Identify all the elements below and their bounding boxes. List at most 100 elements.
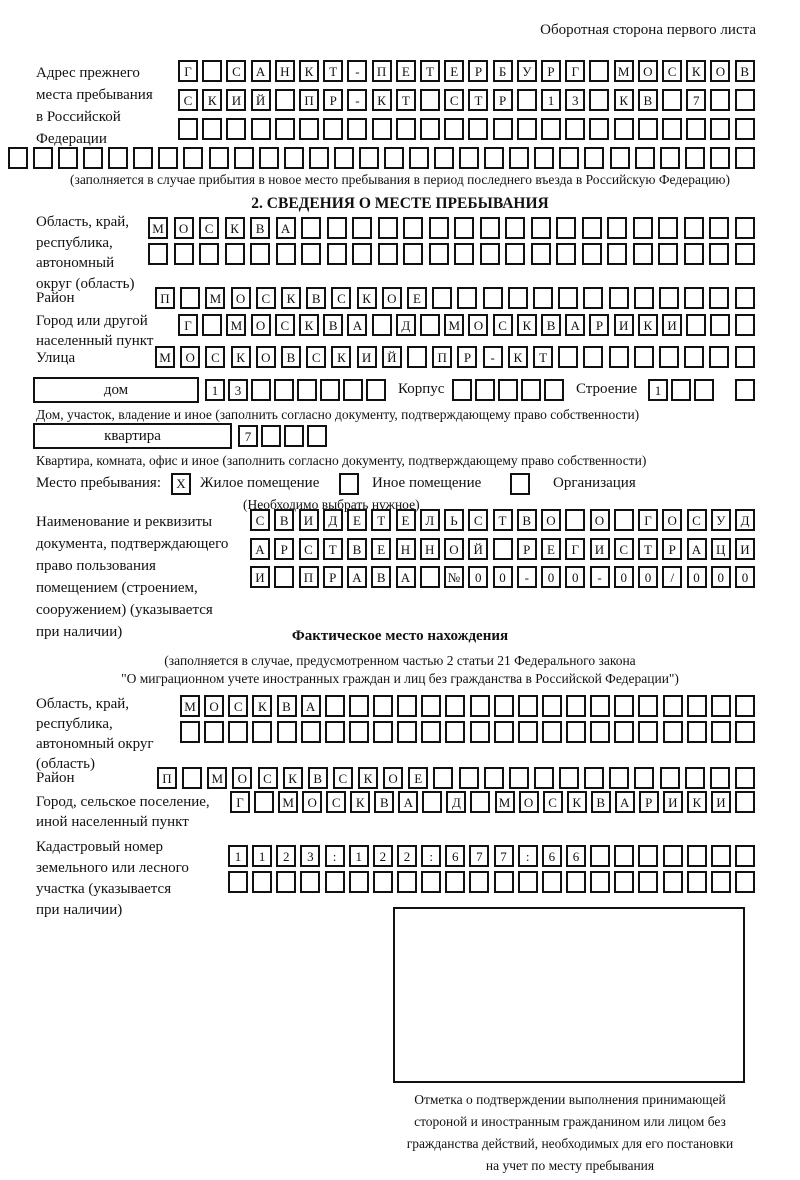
char-cell[interactable]	[584, 147, 605, 169]
char-cell[interactable]	[274, 89, 295, 111]
char-cell[interactable]: С	[228, 695, 249, 717]
char-cell[interactable]	[683, 243, 704, 265]
char-cell[interactable]	[492, 538, 513, 560]
char-cell[interactable]	[662, 845, 683, 867]
char-cell[interactable]: К	[358, 767, 378, 789]
char-cell[interactable]	[662, 721, 683, 743]
char-cell[interactable]: А	[250, 60, 271, 82]
char-cell[interactable]	[284, 425, 304, 447]
char-cell[interactable]: Т	[322, 538, 343, 560]
char-cell[interactable]	[226, 118, 247, 140]
char-cell[interactable]	[614, 845, 635, 867]
char-cell[interactable]	[735, 379, 755, 401]
char-cell[interactable]	[634, 767, 655, 789]
char-cell[interactable]: О	[232, 767, 253, 789]
char-cell[interactable]	[274, 118, 295, 140]
char-cell[interactable]: Т	[638, 538, 658, 560]
char-cell[interactable]	[276, 721, 297, 743]
char-cell[interactable]	[422, 791, 443, 813]
char-cell[interactable]	[421, 871, 442, 893]
char-cell[interactable]: П	[298, 566, 319, 588]
char-cell[interactable]: 0	[710, 566, 731, 588]
char-cell[interactable]: Е	[407, 287, 428, 309]
char-cell[interactable]	[377, 217, 398, 239]
char-cell[interactable]: П	[299, 89, 320, 111]
char-cell[interactable]	[633, 346, 654, 368]
char-cell[interactable]: Г	[230, 791, 250, 813]
char-cell[interactable]: А	[275, 217, 296, 239]
char-cell[interactable]	[734, 89, 755, 111]
char-cell[interactable]: С	[205, 346, 226, 368]
char-cell[interactable]: И	[613, 314, 634, 336]
char-cell[interactable]	[684, 287, 705, 309]
char-cell[interactable]: 1	[648, 379, 668, 401]
char-cell[interactable]	[371, 314, 392, 336]
char-cell[interactable]	[395, 118, 416, 140]
char-cell[interactable]	[301, 217, 322, 239]
char-cell[interactable]: О	[589, 509, 610, 531]
char-cell[interactable]: 2	[396, 845, 417, 867]
char-cell[interactable]	[421, 695, 442, 717]
char-cell[interactable]	[275, 243, 296, 265]
char-cell[interactable]: 0	[686, 566, 707, 588]
char-cell[interactable]: 1	[252, 845, 273, 867]
char-cell[interactable]	[420, 118, 441, 140]
char-cell[interactable]	[709, 147, 730, 169]
char-cell[interactable]	[493, 721, 514, 743]
char-cell[interactable]: А	[250, 538, 270, 560]
char-cell[interactable]: К	[252, 695, 273, 717]
char-cell[interactable]	[324, 871, 345, 893]
char-cell[interactable]	[614, 721, 635, 743]
char-cell[interactable]	[583, 287, 604, 309]
char-cell[interactable]	[530, 243, 551, 265]
char-cell[interactable]: В	[374, 791, 395, 813]
char-cell[interactable]	[734, 721, 755, 743]
char-cell[interactable]: 0	[492, 566, 513, 588]
char-cell[interactable]	[148, 243, 168, 265]
char-cell[interactable]: С	[686, 509, 707, 531]
char-cell[interactable]: М	[148, 217, 168, 239]
char-cell[interactable]: 0	[638, 566, 658, 588]
char-cell[interactable]	[469, 721, 490, 743]
char-cell[interactable]	[445, 871, 466, 893]
char-cell[interactable]: И	[356, 346, 377, 368]
char-cell[interactable]: Г	[565, 60, 586, 82]
char-cell[interactable]: К	[507, 346, 528, 368]
char-cell[interactable]: К	[371, 89, 392, 111]
char-cell[interactable]	[274, 566, 295, 588]
char-cell[interactable]	[421, 721, 442, 743]
char-cell[interactable]: И	[589, 538, 610, 560]
char-cell[interactable]	[252, 871, 273, 893]
char-cell[interactable]	[710, 721, 731, 743]
char-cell[interactable]: С	[306, 346, 327, 368]
char-cell[interactable]	[658, 243, 679, 265]
char-cell[interactable]	[482, 287, 503, 309]
char-cell[interactable]	[686, 871, 707, 893]
char-cell[interactable]	[734, 695, 755, 717]
char-cell[interactable]: П	[432, 346, 453, 368]
char-cell[interactable]: 7	[238, 425, 258, 447]
char-cell[interactable]	[300, 721, 321, 743]
char-cell[interactable]: С	[226, 60, 247, 82]
char-cell[interactable]	[301, 243, 322, 265]
char-cell[interactable]: О	[255, 346, 276, 368]
char-cell[interactable]: Д	[446, 791, 467, 813]
char-cell[interactable]: Е	[395, 60, 416, 82]
char-cell[interactable]	[541, 871, 562, 893]
char-cell[interactable]: Г	[565, 538, 586, 560]
char-cell[interactable]: А	[398, 791, 419, 813]
char-cell[interactable]	[252, 721, 273, 743]
residence-checkbox-zhiloe[interactable]: X	[171, 473, 191, 495]
char-cell[interactable]	[208, 147, 229, 169]
char-cell[interactable]	[684, 346, 705, 368]
char-cell[interactable]	[662, 695, 683, 717]
char-cell[interactable]	[613, 509, 634, 531]
char-cell[interactable]	[299, 118, 320, 140]
char-cell[interactable]	[428, 243, 449, 265]
char-cell[interactable]: С	[468, 509, 489, 531]
char-cell[interactable]: С	[274, 314, 295, 336]
char-cell[interactable]	[458, 767, 479, 789]
char-cell[interactable]: 3	[565, 89, 586, 111]
char-cell[interactable]: 7	[686, 89, 707, 111]
char-cell[interactable]: Н	[274, 60, 295, 82]
